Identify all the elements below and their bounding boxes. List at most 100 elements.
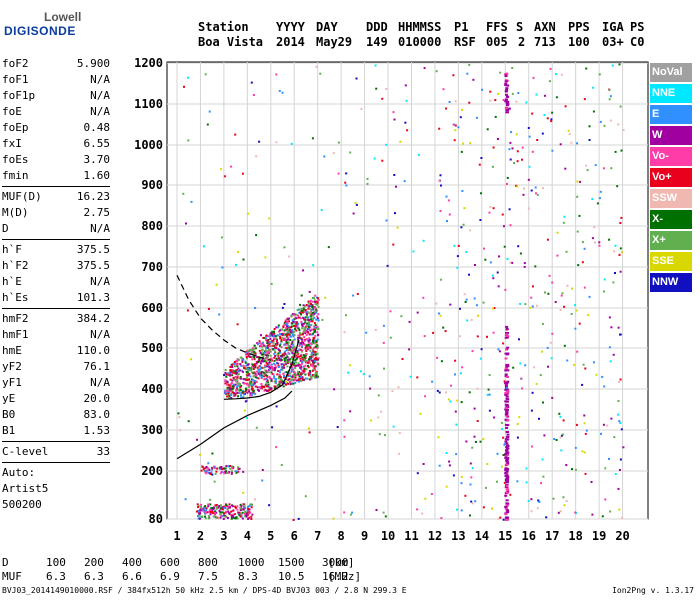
echo-point: [223, 472, 226, 475]
echo-point: [263, 360, 266, 363]
echo-point: [523, 262, 526, 265]
echo-point: [301, 361, 304, 364]
echo-point: [299, 355, 302, 357]
echo-point: [240, 384, 243, 387]
echo-point: [287, 372, 290, 375]
echo-point: [317, 299, 320, 302]
echo-point: [233, 513, 236, 516]
echo-point: [506, 335, 510, 338]
echo-point: [259, 360, 262, 363]
legend-entry-nne: NNE: [650, 84, 692, 103]
echo-point: [515, 100, 518, 103]
echo-point: [559, 436, 562, 439]
header-label-9: PPS: [568, 20, 590, 34]
echo-point: [285, 381, 288, 384]
echo-point: [554, 73, 557, 76]
echo-point: [336, 426, 339, 428]
echo-point: [574, 468, 577, 471]
legend-entry-sse: SSE: [650, 252, 692, 271]
echo-point: [272, 335, 275, 338]
echo-point: [204, 471, 207, 474]
echo-point: [486, 335, 488, 338]
echo-point: [315, 318, 318, 321]
echo-point: [196, 438, 198, 441]
echo-point: [260, 383, 263, 385]
echo-point: [231, 516, 234, 519]
echo-point: [619, 458, 622, 461]
echo-point: [288, 333, 291, 336]
echo-point: [614, 272, 616, 274]
header-value-0: Boa Vista: [198, 35, 264, 49]
echo-point: [224, 382, 227, 385]
echo-point: [491, 165, 494, 168]
echo-point: [245, 388, 248, 391]
echo-point: [212, 466, 215, 469]
echo-point: [244, 367, 247, 370]
echo-point: [313, 310, 316, 313]
echo-point: [317, 363, 320, 366]
echo-point: [221, 266, 224, 269]
echo-point: [308, 312, 311, 315]
echo-point: [302, 308, 305, 311]
echo-point: [315, 372, 318, 375]
echo-point: [270, 282, 273, 285]
echo-point: [504, 407, 508, 410]
echo-point: [244, 382, 247, 385]
echo-point: [617, 487, 620, 490]
echo-point: [349, 410, 352, 413]
echo-point: [504, 413, 508, 416]
echo-point: [622, 446, 625, 449]
echo-point: [460, 482, 463, 485]
echo-point: [538, 417, 540, 420]
echo-point: [299, 348, 302, 351]
y-tick-label: 1000: [134, 138, 163, 152]
echo-point: [276, 334, 279, 337]
echo-point: [295, 322, 298, 325]
param-name: fmin: [2, 169, 29, 182]
echo-point: [299, 317, 302, 320]
echo-point: [283, 303, 286, 305]
echo-point: [184, 498, 187, 501]
echo-point: [474, 264, 476, 266]
echo-point: [303, 356, 306, 359]
echo-point: [224, 371, 227, 374]
echo-point: [201, 515, 204, 518]
echo-point: [601, 375, 604, 378]
echo-point: [267, 344, 270, 347]
param-row-hf2: h`F2 375.5: [2, 258, 110, 274]
echo-point: [289, 381, 292, 384]
echo-point: [403, 180, 406, 183]
echo-point: [464, 301, 467, 303]
echo-point: [562, 433, 565, 436]
echo-point: [309, 300, 312, 303]
echo-point: [378, 433, 381, 436]
echo-point: [316, 362, 319, 365]
echo-point: [223, 467, 226, 470]
echo-point: [302, 370, 305, 373]
echo-point: [286, 325, 288, 328]
echo-point: [517, 92, 520, 94]
echo-point: [226, 517, 229, 519]
echo-point: [621, 516, 624, 519]
legend-entry-noval: NoVal: [650, 63, 692, 82]
echo-point: [506, 477, 509, 480]
echo-point: [503, 443, 506, 446]
echo-point: [610, 167, 613, 170]
echo-point: [266, 353, 269, 356]
echo-point: [290, 325, 293, 328]
echo-point: [205, 507, 208, 510]
echo-point: [311, 318, 314, 321]
echo-point: [312, 264, 315, 267]
echo-point: [308, 308, 311, 311]
echo-point: [286, 323, 289, 326]
echo-point: [506, 516, 509, 519]
echo-point: [588, 295, 591, 298]
echo-point: [284, 319, 287, 322]
echo-point: [466, 319, 469, 322]
echo-point: [232, 385, 234, 388]
echo-point: [511, 67, 514, 69]
echo-point: [250, 382, 253, 385]
echo-point: [292, 361, 295, 364]
param-name: h`F: [2, 243, 22, 256]
echo-point: [550, 118, 553, 121]
